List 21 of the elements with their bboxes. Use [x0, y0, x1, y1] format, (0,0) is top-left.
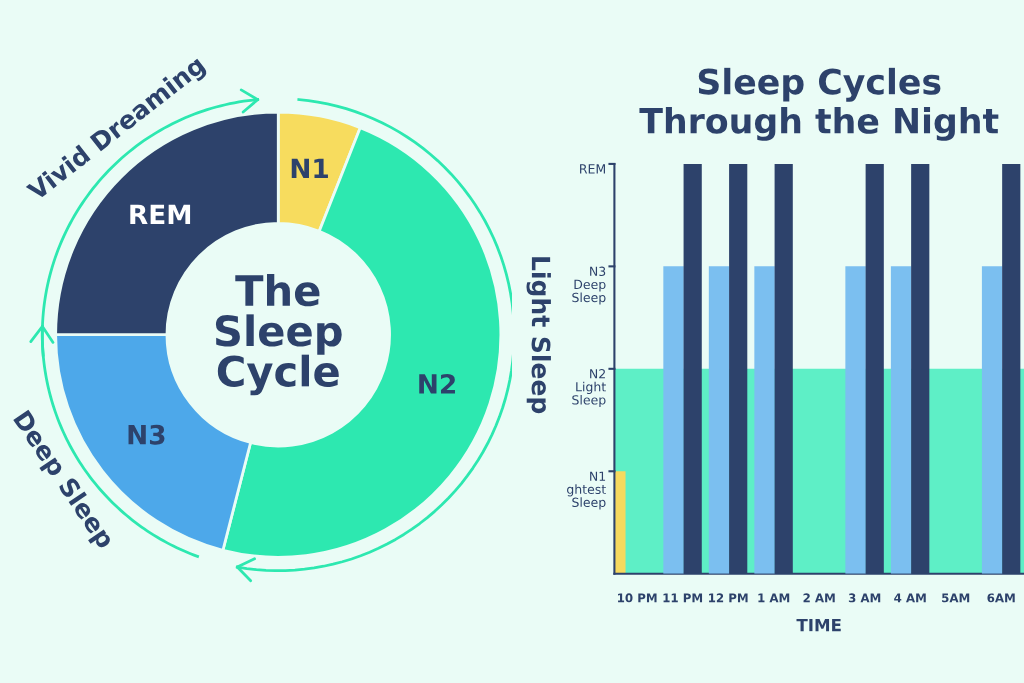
- chart-title: Sleep Cycles Through the Night: [639, 67, 999, 141]
- x-tick-label: 2 AM: [803, 593, 835, 603]
- text: The Sleep Cycle: [215, 274, 342, 396]
- text: N2 Light Sleep: [572, 369, 606, 408]
- x-tick-label: 6AM: [987, 593, 1015, 603]
- text: N1 ghtest Sleep: [567, 471, 606, 510]
- text: REM: [580, 164, 605, 174]
- x-tick-label: 12 PM: [709, 593, 748, 603]
- slice-label: N3: [128, 424, 165, 445]
- x-tick-label: 4 AM: [894, 593, 926, 603]
- text: Light Sleep: [526, 257, 551, 414]
- slice-label: N2: [419, 373, 455, 394]
- x-tick-label: 5AM: [942, 593, 970, 603]
- text: N3 Deep Sleep: [572, 266, 606, 305]
- slice-label: REM: [130, 204, 191, 224]
- slice-label: N1: [291, 158, 328, 178]
- x-tick-label: 10 PM: [618, 593, 657, 603]
- x-axis-title: TIME: [796, 618, 841, 632]
- x-tick-label: 11 PM: [663, 593, 703, 603]
- x-tick-label: 1 AM: [758, 593, 790, 603]
- x-tick-label: 3 AM: [848, 593, 881, 603]
